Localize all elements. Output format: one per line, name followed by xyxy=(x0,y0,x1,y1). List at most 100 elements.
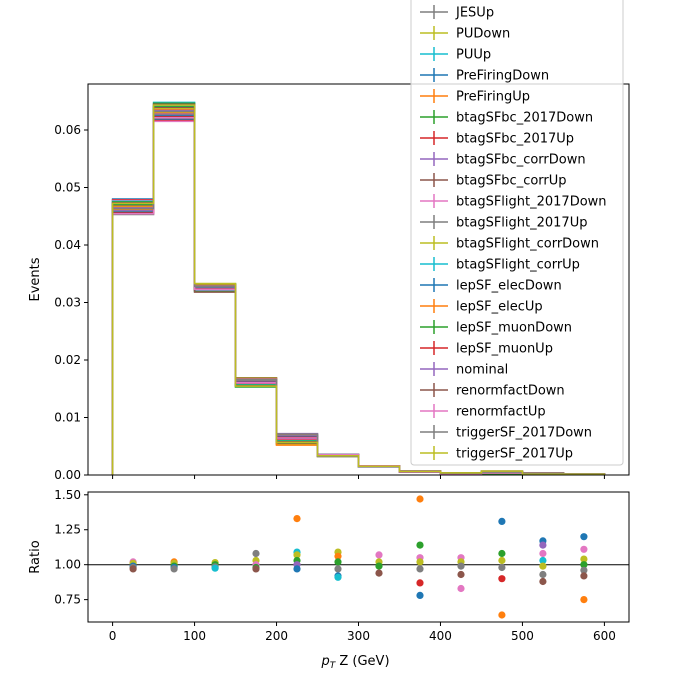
histogram-y-axis-label: Events xyxy=(28,257,43,301)
legend-label: lepSF_muonDown xyxy=(456,321,572,336)
ratio-point xyxy=(375,551,383,559)
legend-entry: nominal xyxy=(420,362,508,378)
legend-entry: lepSF_muonUp xyxy=(420,341,553,357)
ratio-point xyxy=(580,561,588,569)
histogram-steps xyxy=(111,101,606,476)
legend-label: lepSF_elecUp xyxy=(456,300,543,315)
legend-entry: lepSF_muonDown xyxy=(420,320,572,336)
x-axis-label-rest: Z (GeV) xyxy=(335,654,389,669)
ratio-point xyxy=(539,556,547,565)
legend-label: btagSFlight_corrUp xyxy=(456,258,580,273)
ratio-x-tick-label: 500 xyxy=(511,629,534,643)
ratio-panel: 0.75 1.00 1.25 1.50 0 100 200 300 400 500 600 Rat… xyxy=(28,488,630,671)
ratio-y-tick-label: 1.50 xyxy=(54,488,81,502)
ratio-point xyxy=(498,549,506,558)
legend-label: triggerSF_2017Up xyxy=(456,447,573,462)
ratio-point xyxy=(416,579,424,587)
ratio-point xyxy=(416,591,424,600)
ratio-point xyxy=(580,533,588,541)
legend-entry: btagSFlight_corrDown xyxy=(420,236,599,252)
ratio-point xyxy=(498,563,506,572)
ratio-point xyxy=(334,558,342,566)
ratio-point xyxy=(252,565,260,573)
x-axis-label-main: p xyxy=(320,654,329,669)
legend-label: btagSFlight_2017Up xyxy=(456,216,587,231)
ratio-point xyxy=(457,562,465,570)
histogram-y-tick-label: 0.03 xyxy=(54,296,81,310)
legend-label: PUUp xyxy=(456,48,491,63)
legend-label: triggerSF_2017Down xyxy=(456,426,592,441)
ratio-point xyxy=(416,495,424,503)
ratio-frame xyxy=(87,491,630,623)
legend-entry: triggerSF_2017Down xyxy=(420,425,592,441)
legend-label: btagSFbc_2017Down xyxy=(456,111,593,126)
histogram-y-tick-label: 0.00 xyxy=(54,468,81,482)
legend-label: JESUp xyxy=(455,6,494,21)
legend-label: btagSFbc_corrDown xyxy=(456,153,586,168)
ratio-point xyxy=(498,556,506,565)
ratio-x-tick-label: 300 xyxy=(347,629,370,643)
ratio-point xyxy=(580,566,588,574)
ratio-point xyxy=(334,573,342,581)
legend-label: btagSFlight_2017Down xyxy=(456,195,607,210)
ratio-x-axis-label: pT Z (GeV) xyxy=(320,654,389,671)
ratio-x-tick-label: 100 xyxy=(183,629,206,643)
ratio-point xyxy=(334,565,342,573)
ratio-point xyxy=(580,596,588,604)
histogram-y-tick-label: 0.04 xyxy=(54,238,81,252)
ratio-point xyxy=(375,562,383,570)
legend-entry: btagSFbc_corrUp xyxy=(420,173,567,189)
ratio-point xyxy=(498,517,506,526)
legend-entry: btagSFlight_2017Up xyxy=(420,215,587,231)
ratio-point xyxy=(293,565,301,573)
ratio-point xyxy=(416,558,424,566)
ratio-y-tick-label: 1.25 xyxy=(54,523,81,537)
ratio-y-tick-label: 1.00 xyxy=(54,558,81,572)
histogram-y-ticks: 0.00 0.01 0.02 0.03 0.04 0.05 0.06 xyxy=(54,123,88,482)
legend-box xyxy=(410,0,624,466)
ratio-point xyxy=(252,549,260,558)
ratio-point xyxy=(539,549,547,558)
ratio-point xyxy=(539,562,547,570)
histogram-frame xyxy=(87,83,630,476)
ratio-x-tick-label: 600 xyxy=(593,629,616,643)
histogram-step-triggerSF_2017Up xyxy=(111,104,606,476)
legend-entry: lepSF_elecUp xyxy=(420,299,543,315)
legend-label: PreFiringUp xyxy=(456,90,530,105)
legend-entry: JESUp xyxy=(420,5,494,21)
legend-label: lepSF_muonUp xyxy=(456,342,553,357)
ratio-point xyxy=(170,565,178,573)
ratio-point xyxy=(293,551,301,559)
legend-label: btagSFlight_corrDown xyxy=(456,237,599,252)
legend-label: renormfactUp xyxy=(456,405,546,420)
legend-entry: btagSFbc_corrDown xyxy=(420,152,586,168)
legend-label: PreFiringDown xyxy=(456,69,549,84)
ratio-point xyxy=(539,541,547,549)
legend-entry: PUUp xyxy=(420,47,491,63)
histogram-y-tick-label: 0.05 xyxy=(54,181,81,195)
ratio-points xyxy=(129,495,588,619)
histogram-y-tick-label: 0.06 xyxy=(54,123,81,137)
legend-entry: PreFiringDown xyxy=(420,68,549,84)
legend-label: lepSF_elecDown xyxy=(456,279,562,294)
ratio-point xyxy=(457,584,465,593)
histogram-panel: 0.00 0.01 0.02 0.03 0.04 0.05 0.06 Events xyxy=(28,83,630,482)
legend-entry: renormfactUp xyxy=(420,404,546,420)
legend-label: renormfactDown xyxy=(456,384,565,399)
ratio-point xyxy=(539,570,547,579)
legend-label: PUDown xyxy=(456,27,510,42)
ratio-x-ticks: 0 100 200 300 400 500 600 xyxy=(109,622,616,643)
legend-entry: PUDown xyxy=(420,26,510,42)
ratio-point xyxy=(539,577,547,586)
ratio-point xyxy=(293,515,301,523)
histogram-y-tick-label: 0.02 xyxy=(54,353,81,367)
ratio-point xyxy=(580,555,588,563)
legend-entry: triggerSF_2017Up xyxy=(420,446,573,462)
ratio-point xyxy=(129,565,137,573)
legend-entry: lepSF_elecDown xyxy=(420,278,562,294)
ratio-point xyxy=(416,541,424,549)
legend-items: JESUp PUDown PUUp PreFiringDown PreFiringUp b… xyxy=(420,5,607,462)
ratio-x-tick-label: 0 xyxy=(109,629,117,643)
histogram-y-tick-label: 0.01 xyxy=(54,411,81,425)
